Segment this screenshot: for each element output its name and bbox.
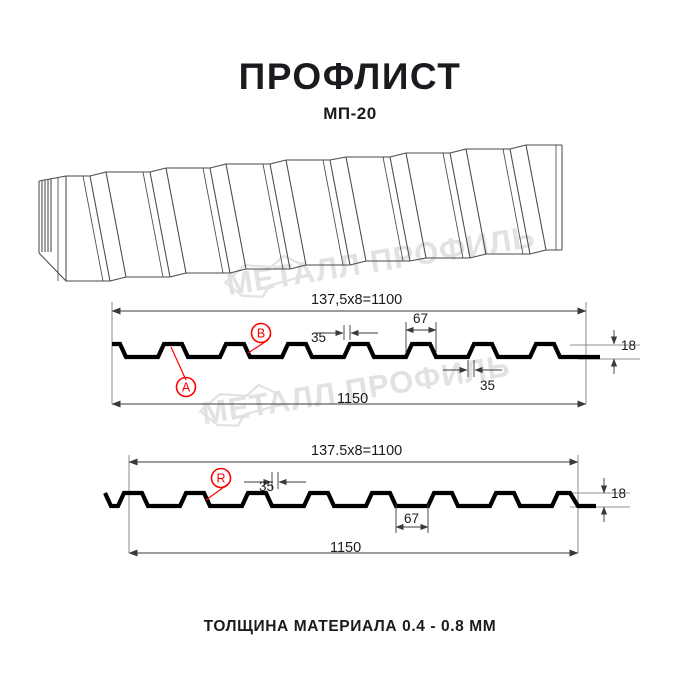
sec1-dim-rib-top xyxy=(316,325,378,340)
page-title: ПРОФЛИСТ xyxy=(238,56,462,97)
watermark-logo-bottom xyxy=(198,383,278,427)
sec1-label-valley: 67 xyxy=(413,311,429,326)
sec2-label-bottom-overall: 1150 xyxy=(330,540,362,556)
callout-b-label: B xyxy=(257,327,265,341)
sec1-dim-rib-bottom xyxy=(443,360,502,377)
sec2-dim-valley xyxy=(395,503,429,533)
iso-bottom-edge xyxy=(38,249,562,282)
iso-left-edge xyxy=(38,179,52,253)
section-r-drawing: R xyxy=(103,455,630,557)
watermark-logo-top xyxy=(223,254,303,298)
sec1-label-rib-top: 35 xyxy=(311,330,327,345)
material-thickness-note: ТОЛЩИНА МАТЕРИАЛА 0.4 - 0.8 ММ xyxy=(203,618,497,635)
callout-a-label: A xyxy=(182,381,191,395)
section-a-b-drawing: A B xyxy=(111,302,640,408)
sec2-label-valley: 67 xyxy=(404,511,420,526)
callout-r-circle xyxy=(210,467,232,489)
isometric-corrugated-sheet xyxy=(38,144,563,282)
sec1-label-rib-bottom: 35 xyxy=(480,378,496,393)
iso-crease-lines xyxy=(57,145,557,282)
sec1-label-top-overall: 137,5x8=1100 xyxy=(311,292,403,308)
sec1-label-height: 18 xyxy=(621,338,637,353)
callout-a-leader xyxy=(170,346,187,381)
sec2-label-top-overall: 137.5x8=1100 xyxy=(311,443,403,459)
sec2-label-rib-top: 35 xyxy=(259,479,275,494)
sec1-label-bottom-overall: 1150 xyxy=(337,391,369,407)
callout-b-circle xyxy=(250,322,272,344)
sec2-profile-outline xyxy=(103,490,596,509)
callout-a-circle xyxy=(175,376,197,398)
sec1-profile-outline xyxy=(112,341,600,360)
sec1-callouts xyxy=(170,322,272,398)
sec2-callouts xyxy=(205,467,232,501)
sec2-label-height: 18 xyxy=(611,486,627,501)
sec1-dim-valley xyxy=(405,322,437,353)
callout-r-label: R xyxy=(216,472,225,486)
page-subtitle: МП-20 xyxy=(323,104,377,123)
iso-top-edge xyxy=(38,144,562,182)
sec2-dim-rib-top xyxy=(244,472,306,489)
iso-rib-faces xyxy=(65,144,563,282)
